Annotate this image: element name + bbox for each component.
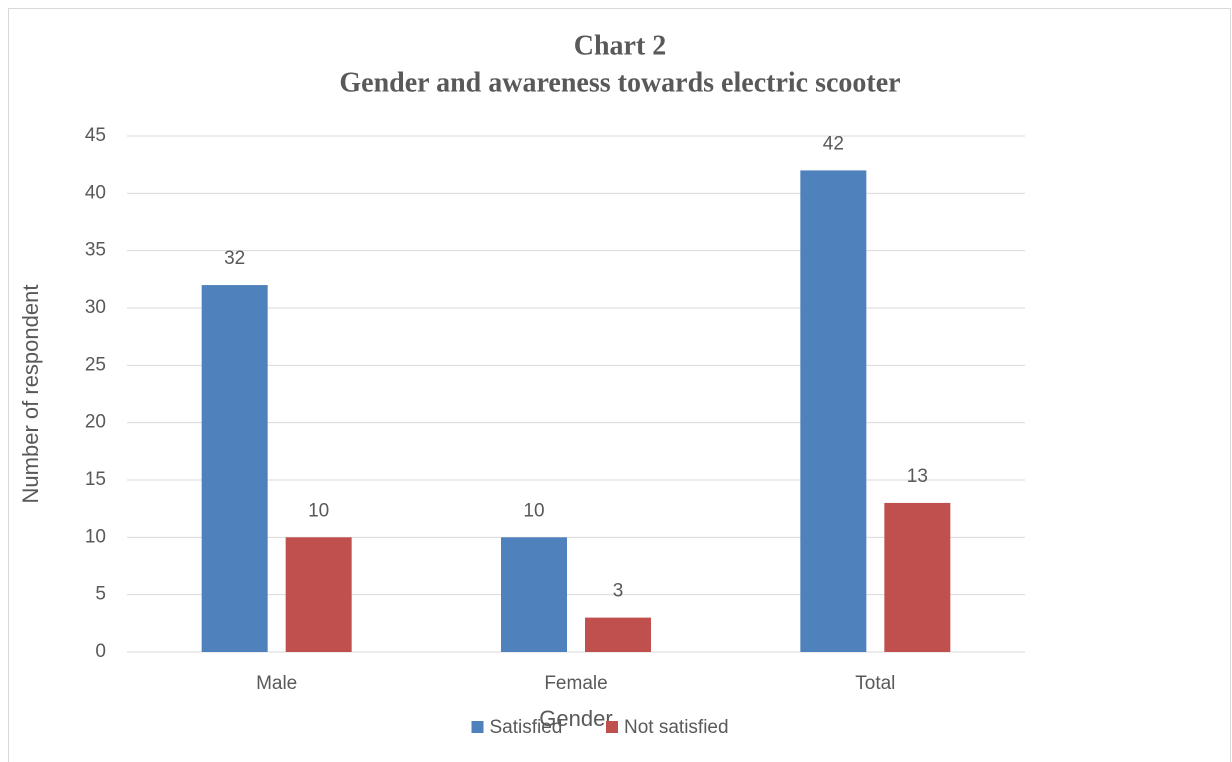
legend-label: Not satisfied [624, 717, 729, 738]
chart-subtitle: Gender and awareness towards electric sc… [339, 67, 900, 98]
bar [285, 537, 352, 652]
y-tick-label: 0 [95, 641, 106, 662]
data-label: 10 [308, 500, 329, 521]
legend-swatch [471, 721, 484, 733]
legend-label: Satisfied [490, 717, 563, 738]
bar [800, 170, 867, 652]
bar [501, 537, 567, 652]
x-tick-label: Male [256, 673, 297, 694]
chart-title: Chart 2 [574, 30, 667, 61]
y-tick-label: 15 [85, 469, 106, 490]
x-tick-label: Total [855, 673, 895, 694]
data-label: 13 [907, 466, 928, 487]
y-tick-label: 25 [85, 354, 106, 375]
bar [884, 502, 951, 652]
y-tick-label: 20 [85, 412, 106, 433]
chart-border [8, 8, 1231, 762]
data-label: 42 [823, 133, 844, 154]
y-tick-label: 40 [85, 182, 106, 203]
data-label: 3 [613, 581, 624, 602]
x-axis-label: Gender [539, 706, 612, 731]
bar [585, 617, 651, 652]
y-tick-label: 5 [95, 584, 106, 605]
x-tick-label: Female [544, 673, 607, 694]
y-tick-label: 10 [85, 526, 106, 547]
legend-swatch [606, 721, 618, 733]
y-tick-label: 35 [85, 240, 106, 261]
y-axis-label: Number of respondent [18, 285, 43, 504]
bar [201, 285, 268, 652]
data-label: 10 [523, 500, 544, 521]
y-tick-label: 30 [85, 297, 106, 318]
data-label: 32 [224, 248, 245, 269]
y-tick-label: 45 [85, 125, 106, 146]
